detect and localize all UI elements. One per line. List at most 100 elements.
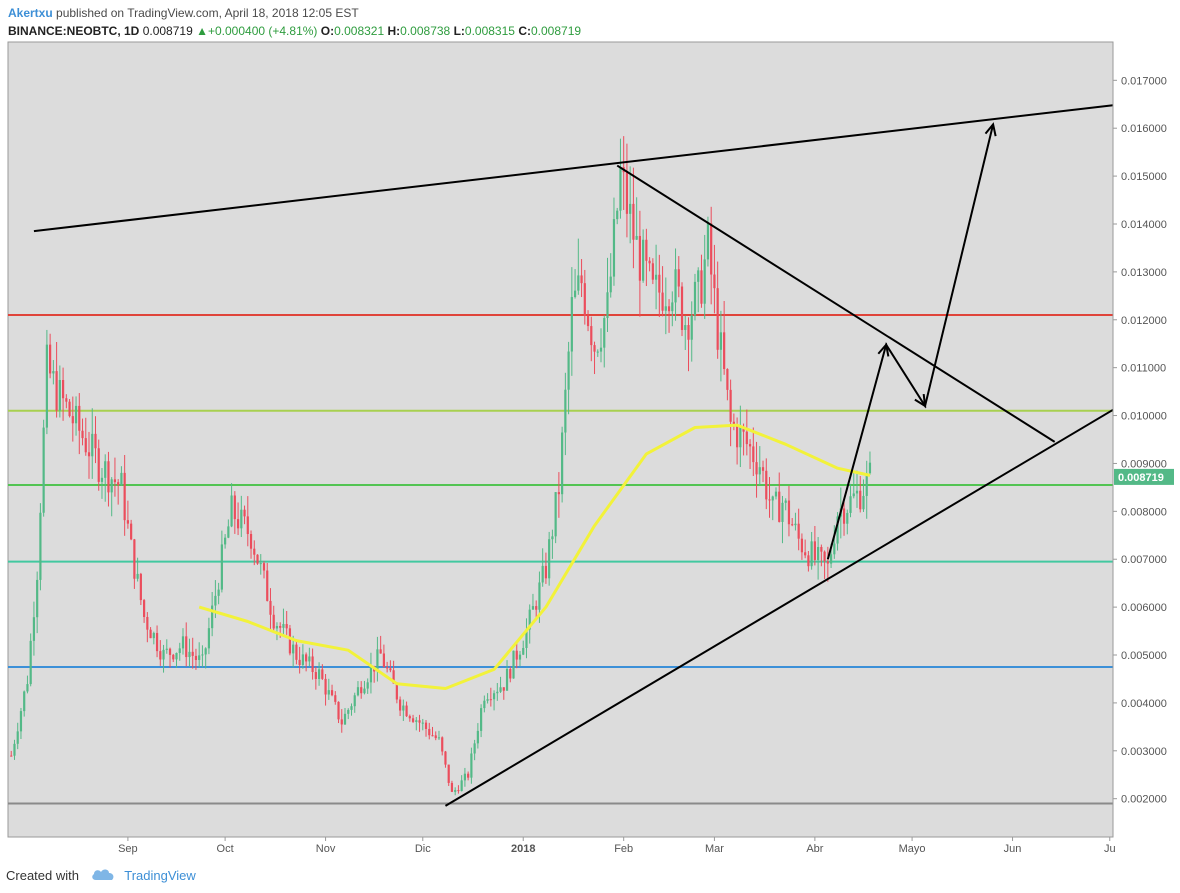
candle-body [395,683,398,700]
trend-line-1 [33,104,1114,233]
arrowhead-target-icon [984,122,997,137]
candle-body [719,332,723,350]
candle-body [774,491,778,497]
candle-body [168,648,172,655]
candle [499,676,502,693]
candle-body [382,653,385,667]
candle [113,457,117,497]
candle [405,701,408,718]
candle-body [142,600,146,617]
close-value: 0.008719 [530,24,582,38]
candle [693,273,697,321]
tradingview-link[interactable]: TradingView [124,868,196,883]
candle [172,653,175,663]
candle-body [444,751,447,765]
candle-body [295,644,298,660]
candle [240,495,243,538]
candle [350,703,353,716]
candle [625,143,629,238]
candle [797,508,800,551]
candle-body [343,713,347,725]
candle-body [26,684,29,692]
candle [859,476,862,513]
candle [398,696,402,717]
y-tick-label: 0.005000 [1121,650,1167,662]
candle-body [590,326,593,346]
candle [654,244,658,310]
candle [343,707,347,725]
x-tick-label: Ju [1104,843,1116,855]
candle-body [758,467,761,475]
y-tick-label: 0.014000 [1121,219,1167,231]
candle-body [557,492,560,495]
candle-body [457,790,460,792]
candle [535,600,538,619]
candle [81,418,84,446]
candle-body [638,235,641,281]
author-link[interactable]: Akertxu [8,6,53,20]
y-tick-label: 0.017000 [1121,75,1167,87]
candle-body [288,628,292,654]
candle-body [544,565,548,579]
candle [567,341,570,415]
candle [441,736,444,756]
candle [26,675,29,694]
price-chart[interactable]: 0.017000 0.016000 0.015000 0.014000 0.013000… [0,40,1180,860]
candle [275,622,279,641]
candle-body [29,640,32,685]
candle-body [612,219,616,277]
candle [376,636,379,682]
candle-body [554,492,557,537]
last-price: 0.008719 [142,24,193,38]
candle-body [408,716,411,719]
candle [778,472,781,523]
candle [729,379,732,447]
candle-body [249,534,253,549]
candle [739,405,742,468]
candle [68,399,71,418]
candle [91,408,94,479]
candle-body [551,536,554,540]
candle [363,680,366,695]
candle [301,644,304,669]
candle-body [794,523,797,526]
candle [480,704,483,738]
candle-body [603,318,606,348]
candle [259,554,262,575]
candles [10,136,872,796]
tradingview-cloud-icon [91,865,115,889]
candle [126,500,129,529]
candle-body [454,790,457,792]
candle [262,561,266,579]
candle [285,610,288,635]
candle-body [233,495,236,520]
candle [408,714,411,722]
candle [437,730,441,740]
candle [29,633,32,687]
candle-body [334,695,337,702]
candle-body [123,472,126,521]
candle-body [386,666,389,669]
publish-line: Akertxu published on TradingView.com, Ap… [8,4,1172,22]
candle [253,540,256,566]
candle-body [674,269,677,303]
candle [317,662,321,686]
candle-body [23,691,26,712]
chart-header: Akertxu published on TradingView.com, Ap… [8,4,1172,40]
candle-body [327,690,330,695]
candle-body [761,467,765,471]
candle-body [787,500,791,525]
candle-body [230,495,233,527]
candle-body [337,701,340,720]
candle-body [81,430,84,439]
candle-body [677,269,680,287]
trend-line-3 [444,408,1114,807]
candle-body [360,687,363,694]
candle [586,310,590,332]
candle-body [120,472,123,486]
candle-body [684,325,687,330]
x-tick-label: Mayo [899,843,926,855]
candle [49,333,52,379]
candle-body [658,274,661,293]
low-label: L: [453,24,465,38]
